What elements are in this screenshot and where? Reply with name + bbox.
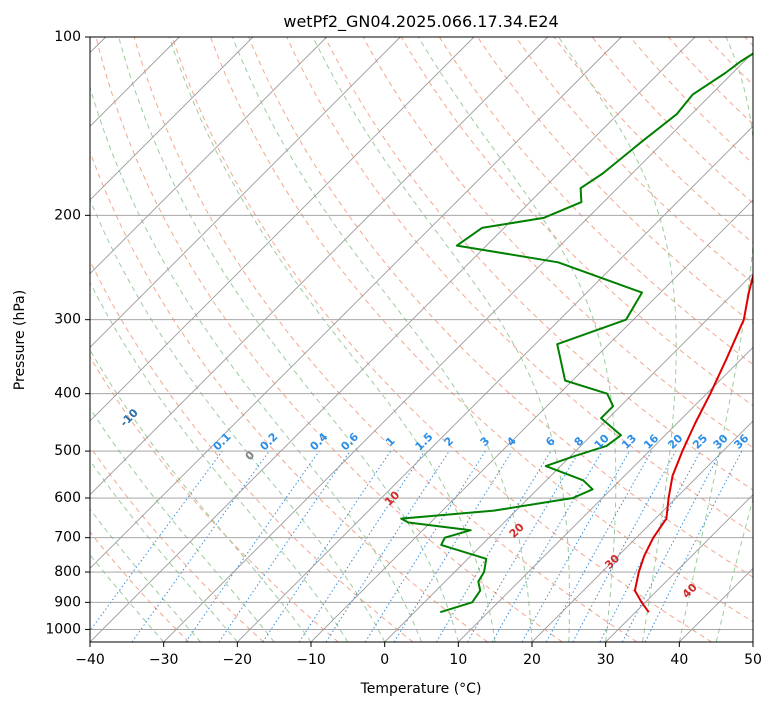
- isotherm-line: [752, 641, 753, 642]
- x-tick-label: 30: [597, 652, 615, 668]
- dry-adiabat-line: [133, 37, 638, 642]
- x-tick-label: 40: [670, 652, 688, 668]
- mixing-ratio-line: [90, 450, 223, 632]
- dry-adiabat-line: [95, 37, 563, 642]
- moist-adiabat-line: [90, 85, 422, 642]
- y-tick-label: 600: [54, 490, 81, 506]
- y-tick-label: 300: [54, 312, 81, 328]
- moist-adiabat-line: [90, 349, 312, 642]
- moist-adiabat-line: [90, 407, 275, 642]
- y-tick-label: 100: [54, 29, 81, 45]
- moist-adiabat-line: [90, 508, 201, 642]
- y-tick-label: 900: [54, 594, 81, 610]
- isotherm-line: [163, 52, 753, 642]
- isotherm-line: [90, 37, 475, 422]
- x-axis-title: Temperature (°C): [360, 681, 482, 697]
- mixing-ratio-lines: [90, 450, 743, 642]
- isotherm-line: [90, 37, 622, 569]
- axes: −40 −30 −20 −10 0 10 20 30 40 50 100 200 300 400 500 60…: [45, 29, 762, 668]
- dry-adiabat-line: [438, 37, 753, 366]
- mixing-ratio-line: [467, 450, 580, 642]
- y-tick-label: 200: [54, 207, 81, 223]
- mixing-ratio-line: [325, 450, 450, 642]
- moist-adiabats: [90, 37, 753, 642]
- isotherm-line: [90, 37, 401, 348]
- isotherm-line: [310, 199, 753, 642]
- isotherm-line: [531, 420, 753, 642]
- moist-adiabat-line: [678, 37, 753, 642]
- x-tick-label: −40: [75, 652, 105, 668]
- mixing-ratio-line: [185, 450, 320, 642]
- mixing-ratio-line: [572, 450, 677, 642]
- dry-adiabat-line: [210, 37, 753, 623]
- dry-adiabat-line: [90, 259, 414, 642]
- moist-adiabat-line: [90, 198, 386, 642]
- isotherm-line: [384, 273, 753, 642]
- profile-series: [400, 52, 753, 614]
- mixing-ratio-line: [521, 450, 630, 642]
- y-tick-label: 1000: [45, 621, 81, 637]
- moist-adiabat-line: [90, 459, 238, 642]
- mixing-ratio-line: [131, 450, 270, 642]
- dry-adiabat-line: [248, 37, 753, 578]
- mixing-ratio-line: [435, 450, 552, 642]
- dry-adiabat-line: [286, 37, 753, 534]
- isotherm-grid: [90, 37, 753, 642]
- temperature-profile: [633, 272, 753, 613]
- isotherm-line: [90, 37, 327, 275]
- moist-adiabat-line: [118, 37, 459, 642]
- y-tick-label: 800: [54, 564, 81, 580]
- mixing-ratio-line: [218, 450, 351, 642]
- moist-adiabat-line: [557, 37, 677, 642]
- isotherm-line: [90, 37, 696, 642]
- x-tick-label: 10: [449, 652, 467, 668]
- x-tick-label: 50: [744, 652, 762, 668]
- mixing-ratio-line: [393, 450, 513, 642]
- moist-adiabat-line: [312, 37, 570, 642]
- x-tick-label: −10: [296, 652, 326, 668]
- mixing-ratio-line: [491, 450, 603, 642]
- dry-adiabat-line: [90, 531, 190, 642]
- plot-background: [90, 37, 753, 642]
- moist-adiabat-line: [417, 37, 617, 642]
- chart-title: wetPf2_GN04.2025.066.17.34.E24: [283, 12, 558, 32]
- x-tick-label: 0: [380, 652, 389, 668]
- dry-adiabat-line: [400, 37, 753, 407]
- isotherm-line: [605, 494, 753, 642]
- moist-adiabat-line: [168, 37, 496, 642]
- y-tick-label: 700: [54, 530, 81, 546]
- x-tick-label: −20: [223, 652, 253, 668]
- isotherm-line: [458, 346, 753, 642]
- isotherm-line: [237, 125, 753, 642]
- x-tick-label: 20: [523, 652, 541, 668]
- mixing-ratio-line: [364, 450, 486, 642]
- plot-frame: [89, 36, 754, 643]
- x-tick-label: −30: [149, 652, 179, 668]
- y-axis-title: Pressure (hPa): [12, 290, 28, 390]
- isotherm-line: [90, 37, 548, 496]
- moist-adiabat-line: [90, 554, 165, 642]
- isobar-grid: [90, 37, 753, 630]
- dewpoint-profile: [400, 52, 753, 614]
- y-tick-label: 500: [54, 443, 81, 459]
- y-tick-label: 400: [54, 386, 81, 402]
- isotherm-line: [90, 37, 254, 201]
- dry-adiabat-line: [324, 37, 753, 491]
